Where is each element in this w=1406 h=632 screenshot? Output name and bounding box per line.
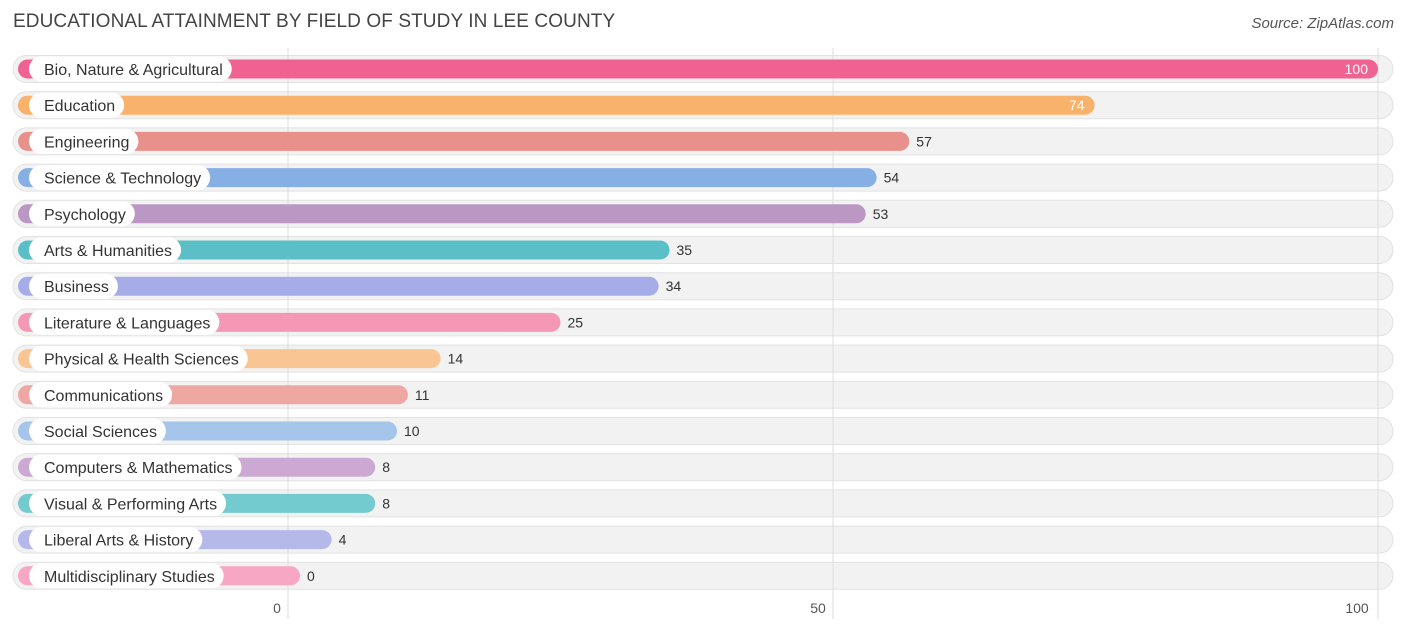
category-label-pill	[29, 454, 242, 480]
value-label: 54	[884, 170, 900, 186]
category-label: Business	[44, 279, 109, 296]
category-label-pill	[29, 56, 232, 82]
x-tick-label: 50	[810, 600, 826, 616]
category-label-pill	[29, 128, 139, 154]
category-label: Literature & Languages	[44, 315, 210, 332]
bar[interactable]	[18, 95, 1095, 115]
value-label: 100	[1345, 61, 1369, 77]
bar[interactable]	[18, 168, 877, 188]
category-label-pill	[29, 165, 211, 191]
category-label-pill	[29, 527, 203, 553]
bar[interactable]	[18, 131, 910, 151]
category-label: Social Sciences	[44, 424, 157, 441]
category-label-pill	[29, 237, 182, 263]
bar[interactable]	[18, 59, 1378, 79]
value-label: 34	[666, 278, 682, 294]
value-label: 53	[873, 206, 889, 222]
category-label: Bio, Nature & Agricultural	[44, 62, 223, 79]
category-label-pill	[29, 346, 248, 372]
bar[interactable]	[18, 204, 866, 224]
category-label: Liberal Arts & History	[44, 533, 193, 550]
value-label: 74	[1069, 97, 1085, 113]
category-label-pill	[29, 418, 166, 444]
category-label: Communications	[44, 388, 163, 405]
value-label: 8	[382, 495, 390, 511]
value-label: 57	[916, 133, 932, 149]
category-label-pill	[29, 490, 227, 516]
category-label: Psychology	[44, 207, 126, 224]
source-credit: Source: ZipAtlas.com	[1251, 15, 1394, 32]
row-background	[12, 561, 1394, 590]
category-label: Multidisciplinary Studies	[44, 569, 215, 586]
value-label: 0	[307, 568, 315, 584]
bar[interactable]	[18, 276, 659, 296]
value-label: 14	[448, 351, 464, 367]
value-label: 11	[415, 387, 430, 403]
category-label: Computers & Mathematics	[44, 460, 233, 477]
category-label-pill	[29, 201, 135, 227]
value-label: 8	[382, 459, 390, 475]
category-label: Visual & Performing Arts	[44, 496, 217, 513]
chart-title: EDUCATIONAL ATTAINMENT BY FIELD OF STUDY…	[13, 11, 616, 32]
category-label-pill	[29, 92, 125, 118]
value-label: 10	[404, 423, 420, 439]
category-label-pill	[29, 273, 118, 299]
category-label: Engineering	[44, 134, 129, 151]
category-label: Science & Technology	[44, 171, 201, 188]
category-label-pill	[29, 309, 220, 335]
category-label: Physical & Health Sciences	[44, 352, 239, 369]
row-background	[12, 525, 1394, 554]
bar[interactable]	[18, 240, 670, 260]
value-label: 25	[568, 314, 584, 330]
x-tick-label: 100	[1345, 600, 1369, 616]
value-label: 4	[339, 532, 347, 548]
value-label: 35	[677, 242, 693, 258]
x-tick-label: 0	[273, 600, 281, 616]
category-label: Education	[44, 98, 115, 115]
category-label: Arts & Humanities	[44, 243, 172, 260]
category-label-pill	[29, 382, 173, 408]
category-label-pill	[29, 563, 224, 589]
